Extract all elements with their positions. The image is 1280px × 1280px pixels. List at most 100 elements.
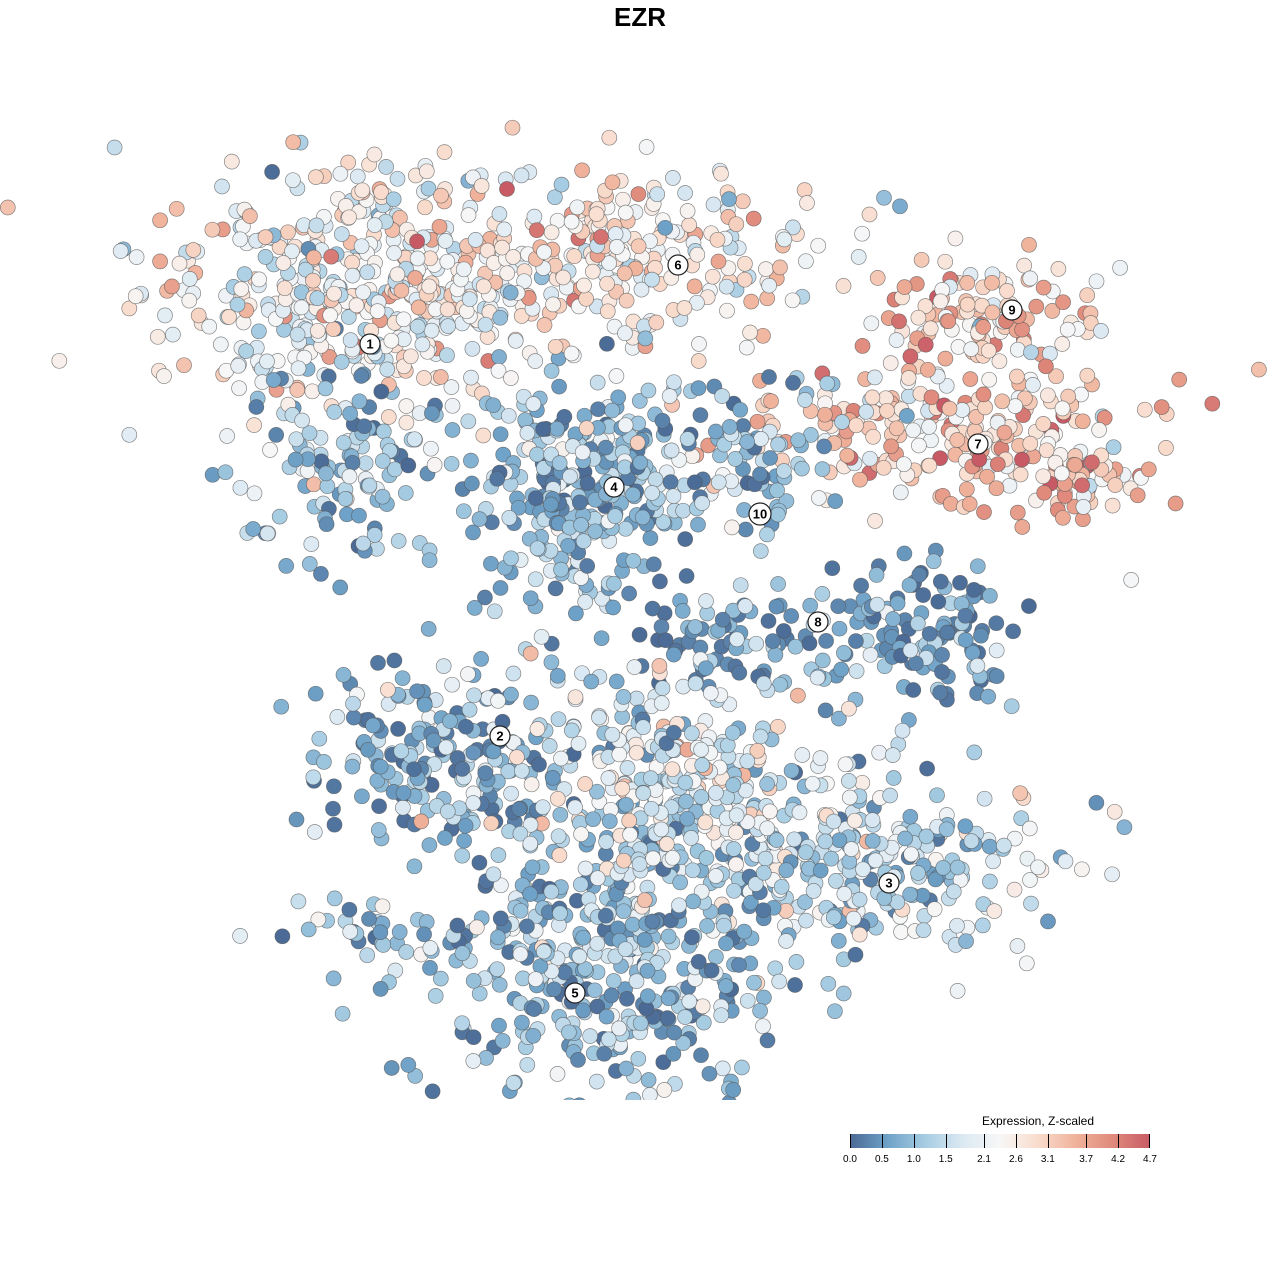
cluster-label: 3 bbox=[878, 872, 900, 894]
cell-point bbox=[318, 516, 335, 533]
cell-point bbox=[728, 807, 745, 824]
cell-point bbox=[604, 726, 621, 743]
cell-point bbox=[494, 239, 510, 256]
cell-point bbox=[361, 477, 378, 494]
cell-point bbox=[465, 795, 482, 811]
cell-point bbox=[830, 933, 847, 949]
cell-point bbox=[503, 550, 519, 567]
cell-point bbox=[757, 850, 774, 867]
cell-point bbox=[185, 242, 202, 258]
cell-point bbox=[749, 413, 766, 430]
cell-point bbox=[762, 803, 778, 820]
cell-point bbox=[285, 134, 302, 151]
cell-point bbox=[734, 193, 751, 210]
cell-point bbox=[553, 750, 569, 767]
cell-point bbox=[217, 464, 234, 481]
cell-point bbox=[454, 847, 471, 864]
cell-point bbox=[736, 923, 753, 940]
cell-point bbox=[975, 386, 992, 403]
cell-point bbox=[471, 511, 488, 527]
cell-point bbox=[523, 776, 540, 793]
cell-point bbox=[490, 847, 507, 863]
cell-point bbox=[677, 774, 694, 791]
cell-point bbox=[762, 450, 778, 466]
cell-point bbox=[923, 389, 940, 406]
cell-point bbox=[1021, 598, 1037, 614]
cell-point bbox=[831, 710, 847, 727]
cell-point bbox=[896, 545, 913, 562]
cell-point bbox=[767, 960, 784, 977]
cell-point bbox=[635, 719, 652, 736]
cell-point bbox=[830, 598, 847, 615]
cluster-label-text: 4 bbox=[610, 480, 618, 495]
cell-point bbox=[600, 1031, 617, 1048]
cell-point bbox=[496, 221, 513, 238]
cell-point bbox=[1040, 387, 1056, 404]
cell-point bbox=[636, 931, 653, 948]
cell-point bbox=[836, 645, 852, 661]
cell-point bbox=[513, 167, 530, 184]
legend-tick-label: 2.1 bbox=[977, 1154, 991, 1165]
cell-point bbox=[389, 170, 406, 187]
cell-point bbox=[326, 285, 342, 302]
cell-point bbox=[892, 484, 909, 501]
cell-point bbox=[374, 898, 391, 915]
cell-point bbox=[737, 598, 754, 615]
cell-point bbox=[926, 901, 943, 917]
cell-point bbox=[681, 217, 698, 233]
cell-point bbox=[996, 424, 1013, 441]
cell-point bbox=[504, 119, 521, 136]
cell-point bbox=[752, 543, 769, 559]
cell-point bbox=[639, 988, 656, 1004]
cell-point bbox=[372, 924, 389, 941]
cell-point bbox=[344, 758, 361, 775]
cell-point bbox=[991, 353, 1008, 370]
cell-point bbox=[583, 673, 600, 690]
cell-point bbox=[675, 1035, 692, 1051]
cell-point bbox=[370, 655, 386, 671]
cell-point bbox=[900, 370, 917, 386]
cell-point bbox=[656, 1082, 673, 1098]
cell-point bbox=[690, 380, 707, 396]
cell-point bbox=[940, 313, 957, 330]
cell-point bbox=[902, 642, 919, 659]
cell-point bbox=[547, 338, 564, 355]
cell-point bbox=[308, 217, 325, 234]
cell-point bbox=[531, 756, 547, 773]
cell-point bbox=[655, 1054, 672, 1071]
cell-point bbox=[868, 567, 885, 583]
chart-title: EZR bbox=[614, 2, 666, 32]
cell-point bbox=[732, 577, 749, 594]
cell-point bbox=[371, 798, 387, 815]
cell-point bbox=[903, 846, 919, 863]
cell-point bbox=[374, 453, 391, 469]
cell-point bbox=[176, 357, 192, 374]
cell-point bbox=[698, 850, 715, 866]
cell-point bbox=[533, 628, 550, 645]
cell-point bbox=[876, 189, 892, 206]
cell-point bbox=[471, 854, 488, 871]
cell-point bbox=[575, 533, 592, 549]
cell-point bbox=[1023, 895, 1039, 912]
cell-point bbox=[230, 357, 247, 374]
cell-point bbox=[783, 762, 800, 779]
cell-point bbox=[486, 603, 503, 620]
legend-tick bbox=[1149, 1134, 1150, 1148]
cell-point bbox=[888, 420, 905, 437]
cell-point bbox=[784, 292, 801, 309]
cell-point bbox=[410, 299, 427, 316]
cell-point bbox=[618, 796, 634, 813]
cell-point bbox=[654, 412, 671, 429]
cell-point bbox=[397, 485, 414, 501]
cell-point bbox=[522, 835, 539, 852]
cell-point bbox=[628, 973, 645, 990]
cell-point bbox=[1030, 859, 1046, 876]
cell-point bbox=[571, 494, 588, 511]
cell-point bbox=[615, 852, 632, 869]
cell-point bbox=[464, 475, 480, 492]
cell-point bbox=[932, 450, 948, 467]
cell-point bbox=[854, 338, 871, 354]
cell-point bbox=[477, 316, 494, 333]
cell-point bbox=[785, 219, 801, 236]
cell-point bbox=[823, 850, 840, 867]
